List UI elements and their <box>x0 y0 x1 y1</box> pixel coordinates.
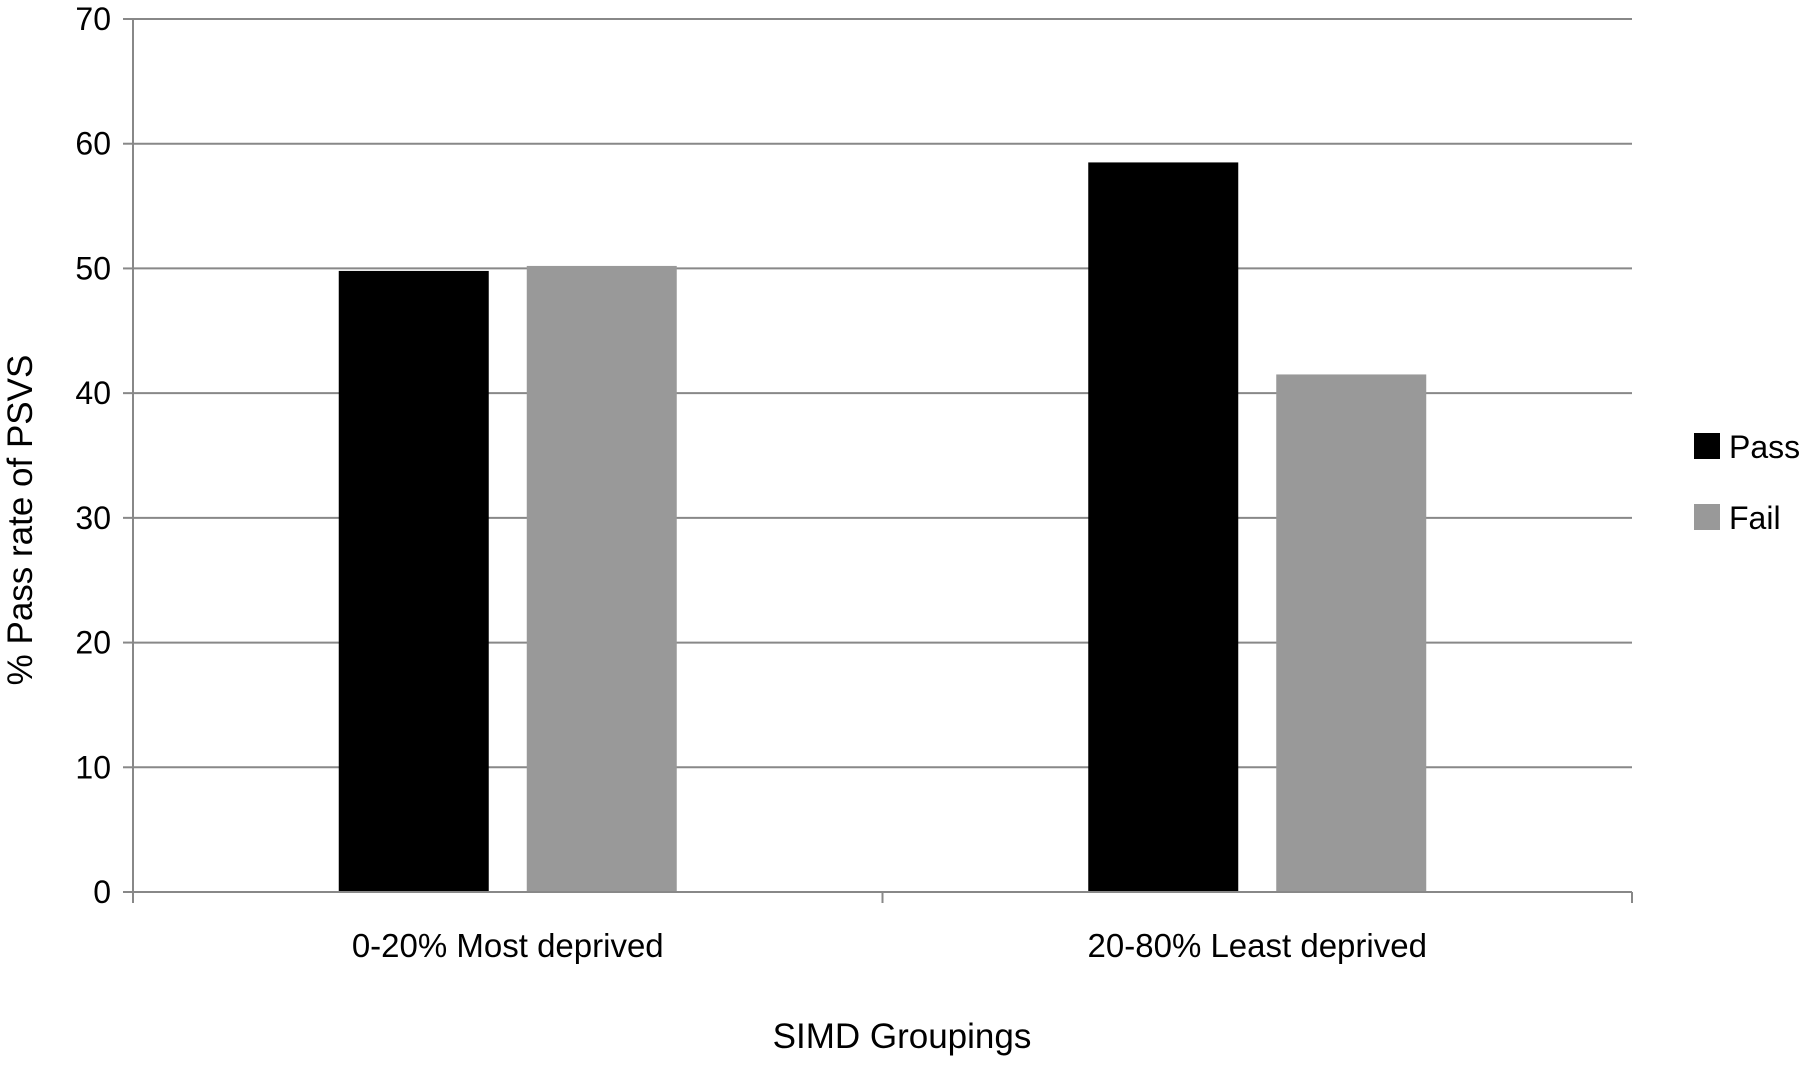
y-tick-label: 60 <box>75 126 111 162</box>
legend-swatch-fail <box>1694 504 1720 530</box>
axes <box>132 19 1633 903</box>
x-category-label: 0-20% Most deprived <box>352 927 664 964</box>
y-tick-label: 0 <box>93 874 111 910</box>
y-axis-title: % Pass rate of PSVS <box>1 355 40 686</box>
y-tick-labels: 0 10 20 30 40 50 60 70 <box>75 1 133 910</box>
legend-label-fail: Fail <box>1729 500 1781 536</box>
legend: Pass Fail <box>1694 429 1800 536</box>
legend-label-pass: Pass <box>1729 429 1800 465</box>
y-tick-label: 10 <box>75 749 111 785</box>
y-tick-label: 50 <box>75 250 111 286</box>
x-category-labels: 0-20% Most deprived 20-80% Least deprived <box>352 927 1427 964</box>
y-tick-label: 40 <box>75 375 111 411</box>
bar-pass-1 <box>338 270 489 892</box>
bar-pass-2 <box>1088 162 1239 892</box>
y-tick-label: 30 <box>75 500 111 536</box>
x-category-label: 20-80% Least deprived <box>1088 927 1427 964</box>
legend-swatch-pass <box>1694 433 1720 459</box>
bar-fail-2 <box>1276 374 1427 893</box>
y-tick-label: 70 <box>75 1 111 37</box>
y-tick-label: 20 <box>75 625 111 661</box>
bars <box>338 162 1427 893</box>
bar-fail-1 <box>526 265 677 892</box>
x-axis-title: SIMD Groupings <box>773 1017 1032 1056</box>
